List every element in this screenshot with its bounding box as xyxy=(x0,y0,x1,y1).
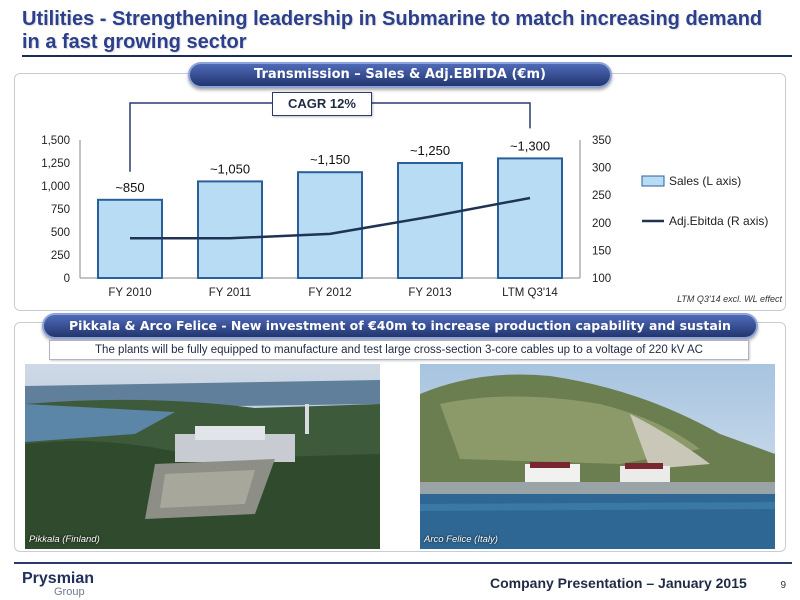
sales-bar xyxy=(297,171,363,279)
bar-data-label: ~1,250 xyxy=(410,143,450,158)
bar-data-label: ~1,150 xyxy=(310,152,350,167)
legend-ebitda-label: Adj.Ebitda (R axis) xyxy=(669,214,768,228)
arco-felice-image xyxy=(420,364,775,549)
prysmian-logo-sub: Group xyxy=(54,586,85,598)
cagr-label: CAGR 12% xyxy=(272,92,372,116)
bar-data-label: ~1,050 xyxy=(210,161,250,176)
arco-felice-caption: Arco Felice (Italy) xyxy=(424,534,498,545)
left-axis-tick-label: 750 xyxy=(51,204,70,216)
x-axis-tick-label: FY 2012 xyxy=(308,287,351,299)
pikkala-caption: Pikkala (Finland) xyxy=(29,534,100,545)
footer-divider xyxy=(14,562,792,564)
plants-note: The plants will be fully equipped to man… xyxy=(49,340,749,360)
footer-text: Company Presentation – January 2015 xyxy=(490,575,747,591)
title-divider xyxy=(22,55,792,57)
ebitda-line xyxy=(130,196,531,240)
legend-sales-swatch xyxy=(641,175,665,187)
left-axis-tick-label: 500 xyxy=(51,227,70,239)
plants-section-title: Pikkala & Arco Felice - New investment o… xyxy=(42,313,758,355)
bar-data-label: ~1,300 xyxy=(510,138,550,153)
pikkala-photo: Pikkala (Finland) xyxy=(25,364,380,549)
left-axis-tick-label: 1,500 xyxy=(41,135,70,147)
right-axis-tick-label: 200 xyxy=(592,218,611,230)
left-axis-tick-label: 250 xyxy=(51,250,70,262)
right-axis-tick-label: 250 xyxy=(592,190,611,202)
sales-bar xyxy=(497,157,563,279)
arco-felice-photo: Arco Felice (Italy) xyxy=(420,364,775,549)
left-axis-tick-label: 1,000 xyxy=(41,181,70,193)
slide-title: Utilities - Strengthening leadership in … xyxy=(22,8,763,53)
right-axis-tick-label: 100 xyxy=(592,273,611,285)
chart-svg: 0 250 500 750 1,000 1,250 1,500 100 150 200 250 300… xyxy=(41,102,768,299)
x-axis-tick-label: FY 2011 xyxy=(209,287,251,299)
legend-sales-label: Sales (L axis) xyxy=(669,174,741,188)
ltm-note: LTM Q3'14 excl. WL effect xyxy=(677,294,782,304)
left-axis-tick-label: 1,250 xyxy=(41,158,70,170)
right-axis-tick-label: 300 xyxy=(592,163,611,175)
pikkala-aerial-image xyxy=(25,364,380,549)
right-axis-tick-label: 350 xyxy=(592,135,611,147)
prysmian-logo: Prysmian xyxy=(22,570,95,587)
x-axis-tick-label: FY 2010 xyxy=(108,287,151,299)
right-axis-tick-label: 150 xyxy=(592,245,611,257)
chart-section-title: Transmission – Sales & Adj.EBITDA (€m) xyxy=(188,62,612,88)
sales-bar xyxy=(197,180,263,279)
left-axis-tick-label: 0 xyxy=(64,273,70,285)
x-axis-tick-label: LTM Q3'14 xyxy=(502,287,558,299)
bar-data-label: ~850 xyxy=(115,180,144,195)
sales-ebitda-chart: 0 250 500 750 1,000 1,250 1,500 100 150 200 250 300… xyxy=(0,90,800,310)
page-number: 9 xyxy=(780,580,786,591)
x-axis-tick-label: FY 2013 xyxy=(408,287,451,299)
